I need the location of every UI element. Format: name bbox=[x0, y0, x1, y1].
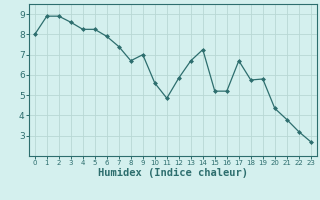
X-axis label: Humidex (Indice chaleur): Humidex (Indice chaleur) bbox=[98, 168, 248, 178]
